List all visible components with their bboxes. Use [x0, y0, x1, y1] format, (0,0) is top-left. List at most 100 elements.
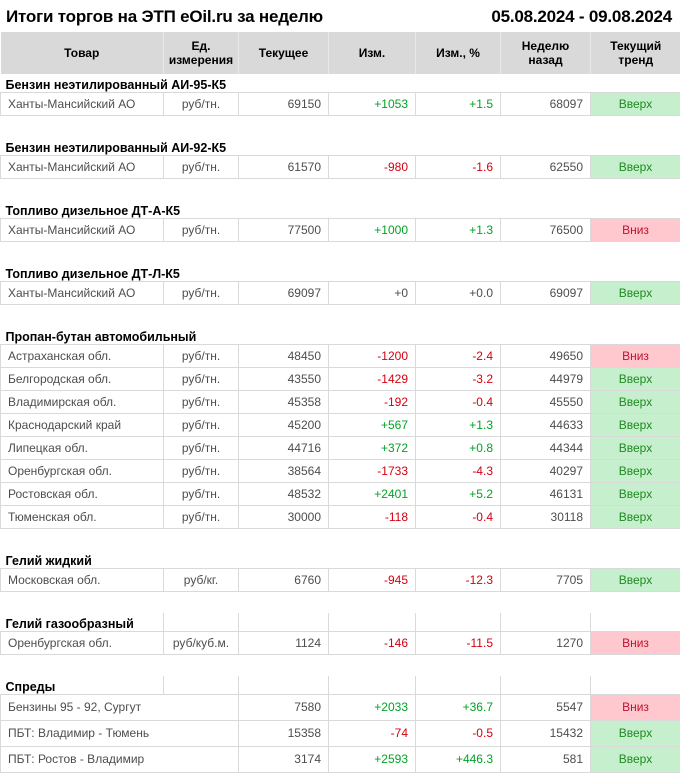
section-title: Топливо дизельное ДТ-А-К5 [1, 200, 680, 218]
cell-change-pct: -4.3 [416, 459, 501, 482]
title-bar: Итоги торгов на ЭТП eOil.ru за неделю 05… [0, 0, 680, 32]
cell-unit: руб/куб.м. [164, 631, 239, 654]
table-row: Московская обл. руб/кг. 6760 -945 -12.3 … [1, 568, 680, 591]
cell-product: Астраханская обл. [1, 344, 164, 367]
cell-product: Тюменская обл. [1, 505, 164, 528]
cell-change: -146 [329, 631, 416, 654]
cell-unit: руб/тн. [164, 390, 239, 413]
trend-badge: Вверх [591, 281, 680, 304]
cell-current: 61570 [239, 155, 329, 178]
gap-cell [1, 241, 680, 263]
cell-current: 69097 [239, 281, 329, 304]
cell-change-pct: -2.4 [416, 344, 501, 367]
cell-change: -980 [329, 155, 416, 178]
table-row: Ростовская обл. руб/тн. 48532 +2401 +5.2… [1, 482, 680, 505]
column-header-product: Товар [1, 32, 164, 74]
section-empty-cell [239, 676, 329, 694]
section-header-row: Гелий жидкий [1, 550, 680, 568]
trend-badge: Вверх [591, 568, 680, 591]
section-empty-cell [329, 613, 416, 631]
column-header-trend: Текущий тренд [591, 32, 680, 74]
cell-week-ago: 15432 [501, 720, 591, 746]
cell-week-ago: 5547 [501, 694, 591, 720]
trend-badge: Вниз [591, 631, 680, 654]
section-title: Бензин неэтилированный АИ-95-К5 [1, 74, 680, 92]
section-title: Топливо дизельное ДТ-Л-К5 [1, 263, 680, 281]
cell-unit: руб/тн. [164, 344, 239, 367]
section-title: Гелий жидкий [1, 550, 680, 568]
page-title: Итоги торгов на ЭТП eOil.ru за неделю [6, 7, 323, 27]
cell-week-ago: 40297 [501, 459, 591, 482]
table-row: Оренбургская обл. руб/куб.м. 1124 -146 -… [1, 631, 680, 654]
trend-badge: Вниз [591, 694, 680, 720]
trend-badge: Вверх [591, 482, 680, 505]
table-header-row: Товар Ед. измерения Текущее Изм. Изм., %… [1, 32, 680, 74]
cell-unit: руб/тн. [164, 155, 239, 178]
cell-product: Ханты-Мансийский АО [1, 155, 164, 178]
cell-change: -1429 [329, 367, 416, 390]
table-row: ПБТ: Владимир - Тюмень 15358 -74 -0.5 15… [1, 720, 680, 746]
table-row: Ханты-Мансийский АО руб/тн. 69150 +1053 … [1, 92, 680, 115]
column-header-current: Текущее [239, 32, 329, 74]
section-empty-cell [591, 613, 680, 631]
trend-badge: Вверх [591, 436, 680, 459]
column-header-week-ago: Неделю назад [501, 32, 591, 74]
table-row: Тюменская обл. руб/тн. 30000 -118 -0.4 3… [1, 505, 680, 528]
trend-badge: Вверх [591, 155, 680, 178]
section-title: Пропан-бутан автомобильный [1, 326, 680, 344]
cell-current: 45358 [239, 390, 329, 413]
table-row: Краснодарский край руб/тн. 45200 +567 +1… [1, 413, 680, 436]
cell-change-pct: +446.3 [416, 746, 501, 772]
table-row: Оренбургская обл. руб/тн. 38564 -1733 -4… [1, 459, 680, 482]
column-header-change-pct: Изм., % [416, 32, 501, 74]
cell-product: Белгородская обл. [1, 367, 164, 390]
section-empty-cell [591, 676, 680, 694]
cell-change-pct: -0.4 [416, 390, 501, 413]
gap-cell [1, 591, 680, 613]
section-header-row: Топливо дизельное ДТ-Л-К5 [1, 263, 680, 281]
cell-week-ago: 76500 [501, 218, 591, 241]
cell-change-pct: +5.2 [416, 482, 501, 505]
gap-cell [1, 654, 680, 676]
cell-product: Московская обл. [1, 568, 164, 591]
cell-change-pct: -11.5 [416, 631, 501, 654]
cell-unit: руб/тн. [164, 367, 239, 390]
cell-product: Липецкая обл. [1, 436, 164, 459]
cell-unit: руб/тн. [164, 505, 239, 528]
cell-product: Краснодарский край [1, 413, 164, 436]
cell-product: Ростовская обл. [1, 482, 164, 505]
cell-product: ПБТ: Владимир - Тюмень [1, 720, 239, 746]
cell-product: Ханты-Мансийский АО [1, 281, 164, 304]
section-empty-cell [239, 613, 329, 631]
cell-change-pct: -0.5 [416, 720, 501, 746]
section-gap-row [1, 178, 680, 200]
cell-week-ago: 30118 [501, 505, 591, 528]
cell-week-ago: 49650 [501, 344, 591, 367]
cell-change-pct: -3.2 [416, 367, 501, 390]
trend-badge: Вверх [591, 390, 680, 413]
cell-current: 77500 [239, 218, 329, 241]
cell-change: -118 [329, 505, 416, 528]
section-header-row: Бензин неэтилированный АИ-95-К5 [1, 74, 680, 92]
cell-week-ago: 44344 [501, 436, 591, 459]
cell-change: -192 [329, 390, 416, 413]
cell-week-ago: 62550 [501, 155, 591, 178]
section-header-row: Бензин неэтилированный АИ-92-К5 [1, 137, 680, 155]
cell-current: 48532 [239, 482, 329, 505]
section-empty-cell [329, 676, 416, 694]
cell-change: +567 [329, 413, 416, 436]
section-gap-row [1, 115, 680, 137]
cell-change-pct: +1.5 [416, 92, 501, 115]
table-row: Астраханская обл. руб/тн. 48450 -1200 -2… [1, 344, 680, 367]
section-header-row: Пропан-бутан автомобильный [1, 326, 680, 344]
cell-change: +372 [329, 436, 416, 459]
cell-unit: руб/тн. [164, 281, 239, 304]
trend-badge: Вверх [591, 367, 680, 390]
trend-badge: Вверх [591, 92, 680, 115]
cell-unit: руб/кг. [164, 568, 239, 591]
cell-change-pct: +1.3 [416, 413, 501, 436]
cell-change: -1733 [329, 459, 416, 482]
cell-unit: руб/тн. [164, 92, 239, 115]
cell-week-ago: 44633 [501, 413, 591, 436]
cell-change-pct: -12.3 [416, 568, 501, 591]
